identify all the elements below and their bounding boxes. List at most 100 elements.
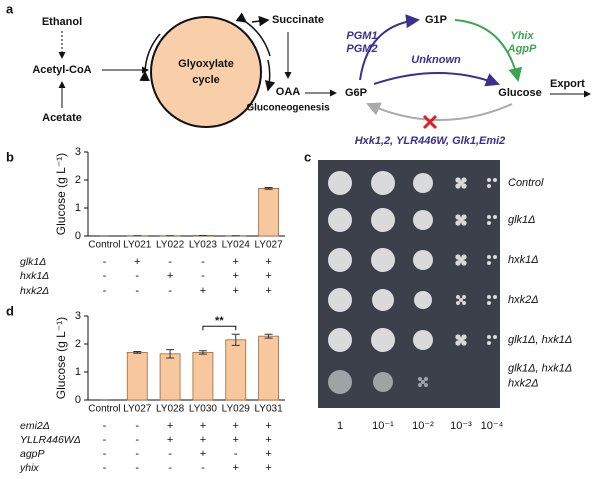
y-axis-label: Glucose (g L⁻¹) — [54, 317, 68, 399]
genotype-mark: - — [135, 434, 139, 446]
node: Export — [550, 78, 585, 90]
genotype-mark: - — [135, 448, 139, 460]
colony — [487, 341, 491, 345]
error-bar — [231, 333, 240, 346]
genotype-mark: + — [200, 420, 206, 432]
bar — [258, 187, 279, 237]
genotype-mark: - — [168, 448, 172, 460]
colony — [456, 295, 460, 299]
genotype-mark: + — [200, 448, 206, 460]
colony-spot — [328, 328, 352, 352]
colony — [462, 295, 466, 299]
colony — [456, 301, 460, 305]
genotype-mark: - — [168, 285, 172, 297]
colony — [424, 383, 428, 387]
genotype-mark: + — [167, 420, 173, 432]
enzyme: Hxk1,2, YLR446W, Glk1,Emi2 — [355, 135, 506, 147]
genotype-label: hxk1Δ — [20, 270, 49, 282]
strain-label: glk1Δ, hxk1Δ — [508, 334, 572, 346]
genotype-mark: + — [265, 434, 271, 446]
strain-label: glk1Δ, hxk1Δ — [508, 362, 572, 374]
y-axis-label: Glucose (g L⁻¹) — [54, 153, 68, 235]
colony-spot — [414, 291, 432, 309]
bar — [159, 353, 181, 401]
colony-spot — [373, 372, 393, 392]
genotype-mark: + — [233, 434, 239, 446]
bar — [126, 351, 148, 401]
colony-spot — [328, 171, 352, 195]
genotype-mark: + — [167, 434, 173, 446]
strain-label: Control — [508, 177, 544, 189]
genotype-mark: + — [265, 285, 271, 297]
spot-grid — [328, 171, 497, 394]
genotype-mark: - — [103, 285, 107, 297]
genotype-mark: - — [201, 270, 205, 282]
colony — [487, 215, 491, 219]
error-bar — [133, 351, 142, 354]
genotype-mark: - — [103, 462, 107, 474]
arrow — [366, 102, 513, 121]
colony — [458, 217, 464, 223]
colony-spot — [371, 208, 395, 232]
genotype-mark: - — [135, 285, 139, 297]
y-tick-label: 0 — [75, 230, 81, 242]
colony — [458, 337, 464, 343]
node: Acetate — [42, 112, 82, 124]
genotype-mark: - — [135, 420, 139, 432]
error-bar — [264, 333, 273, 339]
panel-label: c — [304, 149, 311, 164]
strain-label: hxk2Δ — [508, 377, 539, 389]
arrow — [139, 33, 161, 82]
enzyme: PGM2 — [346, 43, 377, 55]
node: Glyoxylate — [178, 58, 234, 70]
colony-spot — [371, 248, 395, 272]
colony — [421, 380, 425, 384]
genotype-label: emi2Δ — [20, 420, 50, 432]
genotype-mark: + — [233, 270, 239, 282]
node: G6P — [345, 87, 367, 99]
genotype-mark: - — [103, 256, 107, 268]
colony — [458, 257, 464, 263]
genotype-mark: + — [233, 256, 239, 268]
node: Acetyl-CoA — [32, 64, 91, 76]
colony-spot — [328, 248, 352, 272]
genotype-mark: - — [234, 448, 238, 460]
genotype-label: glk1Δ — [20, 256, 46, 268]
colony-spot — [413, 330, 433, 350]
panel-label: d — [6, 303, 14, 318]
arrow — [235, 12, 271, 57]
colony — [493, 178, 497, 182]
node: OAA — [276, 86, 301, 98]
x-tick-label: LY023 — [189, 240, 218, 251]
strain-label: glk1Δ — [508, 214, 536, 226]
colony — [493, 255, 497, 259]
enzyme: AgpP — [507, 43, 537, 55]
bar — [225, 339, 247, 401]
colony-spot — [413, 210, 433, 230]
node: cycle — [192, 74, 220, 86]
colony — [493, 295, 497, 299]
colony-spot — [371, 171, 395, 195]
node: Succinate — [272, 14, 324, 26]
genotype-mark: - — [168, 462, 172, 474]
genotype-mark: + — [134, 256, 140, 268]
x-tick-label: LY021 — [123, 240, 152, 251]
genotype-mark: + — [265, 270, 271, 282]
colony-spot — [328, 370, 352, 394]
error-bar — [166, 349, 175, 359]
colony — [493, 335, 497, 339]
node: Ethanol — [42, 16, 82, 28]
y-tick-label: 2 — [75, 174, 81, 186]
node: G1P — [425, 14, 447, 26]
colony — [418, 383, 422, 387]
y-tick-label: 1 — [75, 202, 81, 214]
x-tick-label: LY027 — [254, 240, 283, 251]
enzyme: Unknown — [411, 54, 461, 66]
x-tick-label: LY027 — [123, 404, 152, 415]
genotype-mark: + — [265, 256, 271, 268]
genotype-mark: + — [233, 462, 239, 474]
x-tick-label: LY028 — [156, 404, 185, 415]
y-tick-label: 1 — [75, 366, 81, 378]
x-tick-label: LY031 — [254, 404, 283, 415]
